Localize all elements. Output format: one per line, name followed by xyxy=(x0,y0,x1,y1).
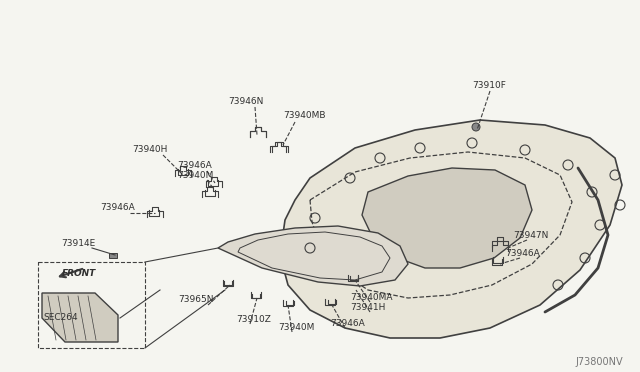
Bar xyxy=(109,253,117,258)
Text: 73946A: 73946A xyxy=(100,203,135,212)
Text: 73914E: 73914E xyxy=(61,238,95,247)
Polygon shape xyxy=(42,293,118,342)
Text: FRONT: FRONT xyxy=(62,269,96,278)
Polygon shape xyxy=(280,120,622,338)
Text: 73946A: 73946A xyxy=(330,320,365,328)
Text: SEC264: SEC264 xyxy=(43,314,77,323)
Text: 73940H: 73940H xyxy=(132,145,168,154)
Text: 73940M: 73940M xyxy=(177,171,213,180)
Text: 73965N: 73965N xyxy=(178,295,214,305)
Text: 73941H: 73941H xyxy=(350,304,385,312)
Text: 73910F: 73910F xyxy=(472,81,506,90)
Text: 73947N: 73947N xyxy=(513,231,548,241)
Text: 73940MA: 73940MA xyxy=(350,294,392,302)
Text: 73946N: 73946N xyxy=(228,97,264,106)
Text: 73940M: 73940M xyxy=(278,324,314,333)
Polygon shape xyxy=(218,226,408,286)
Text: 73946A: 73946A xyxy=(177,161,212,170)
Polygon shape xyxy=(362,168,532,268)
Text: 73940MB: 73940MB xyxy=(283,112,326,121)
Text: 73910Z: 73910Z xyxy=(236,314,271,324)
Text: J73800NV: J73800NV xyxy=(575,357,623,367)
Text: 73946A: 73946A xyxy=(505,250,540,259)
Circle shape xyxy=(472,123,480,131)
